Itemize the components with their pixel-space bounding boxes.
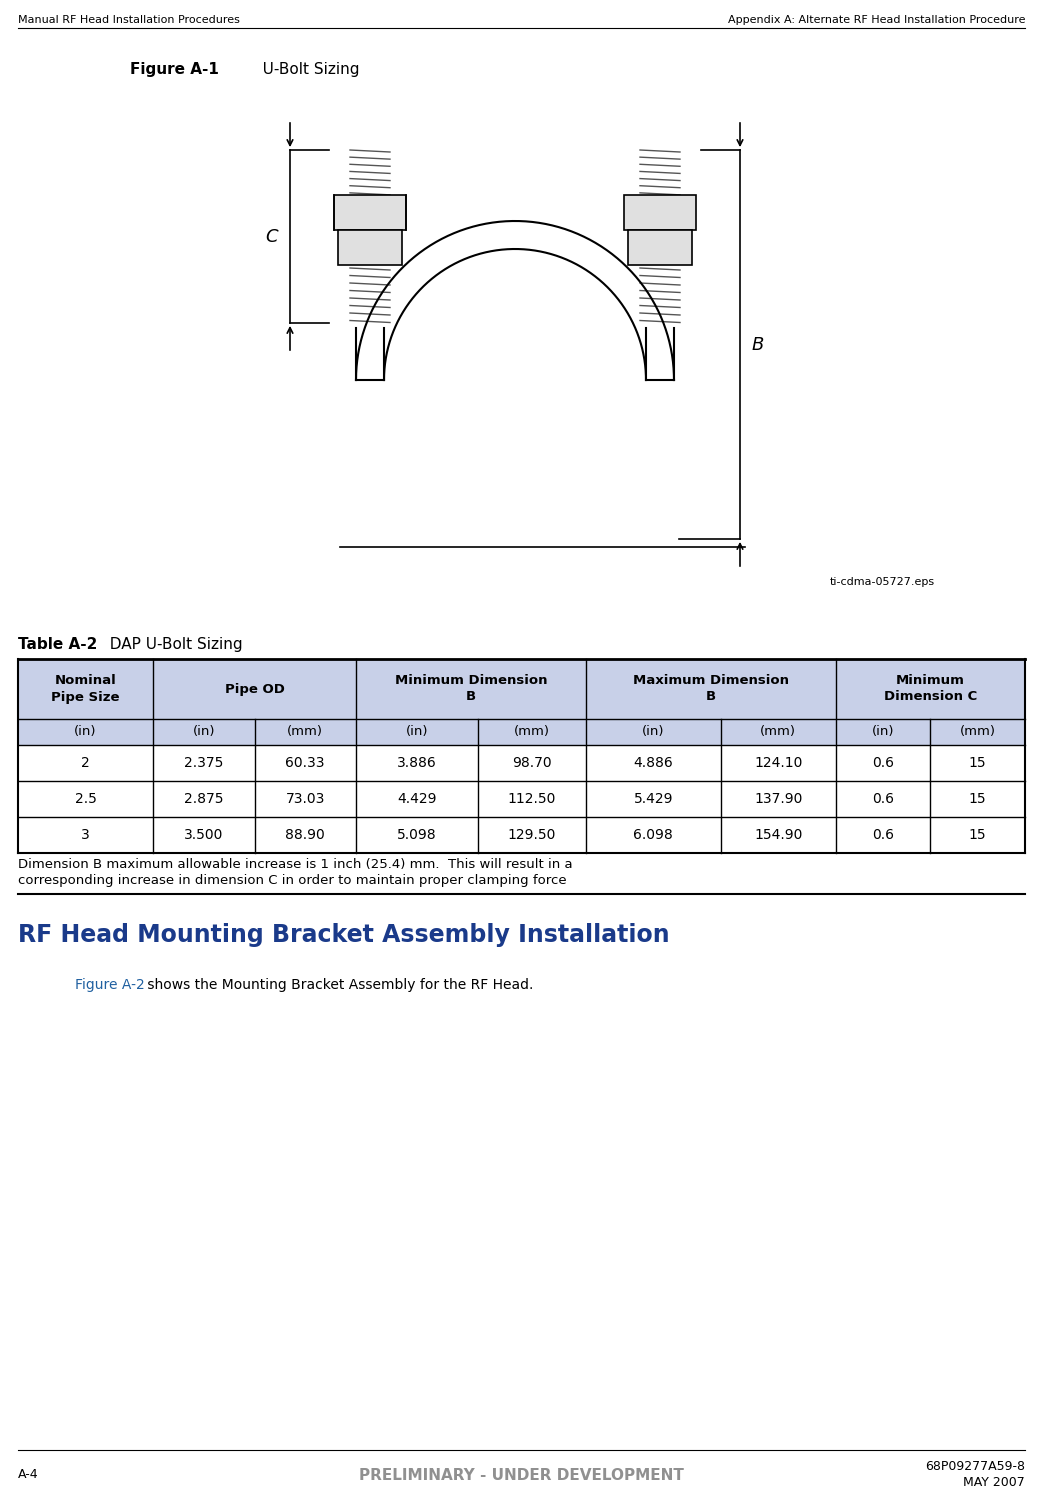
Bar	[18, 817, 153, 853]
Text: (in): (in)	[872, 726, 894, 738]
Text: RF Head Mounting Bracket Assembly Installation: RF Head Mounting Bracket Assembly Instal…	[18, 923, 670, 946]
Text: 73.03: 73.03	[286, 792, 325, 806]
Bar	[153, 745, 254, 781]
Text: Appendix A: Alternate RF Head Installation Procedure: Appendix A: Alternate RF Head Installati…	[728, 15, 1025, 25]
Text: MAY 2007: MAY 2007	[964, 1476, 1025, 1488]
Bar	[18, 745, 153, 781]
Text: shows the Mounting Bracket Assembly for the RF Head.: shows the Mounting Bracket Assembly for …	[143, 978, 533, 992]
Text: 6.098: 6.098	[633, 827, 673, 842]
Text: Maximum Dimension
B: Maximum Dimension B	[633, 674, 789, 704]
Text: B: B	[752, 335, 765, 354]
Bar	[721, 817, 835, 853]
Bar	[930, 781, 1025, 817]
Text: (in): (in)	[74, 726, 97, 738]
Text: 2.875: 2.875	[185, 792, 223, 806]
Text: 5.098: 5.098	[397, 827, 437, 842]
Bar	[338, 231, 402, 265]
Text: 2.375: 2.375	[185, 756, 223, 769]
Text: (mm): (mm)	[760, 726, 796, 738]
Bar	[624, 195, 696, 231]
Bar	[478, 781, 586, 817]
Text: 2.5: 2.5	[75, 792, 97, 806]
Text: DAP U-Bolt Sizing: DAP U-Bolt Sizing	[100, 637, 243, 652]
Text: Nominal
Pipe Size: Nominal Pipe Size	[51, 674, 120, 704]
Text: 124.10: 124.10	[754, 756, 802, 769]
Bar	[254, 745, 356, 781]
Text: Manual RF Head Installation Procedures: Manual RF Head Installation Procedures	[18, 15, 240, 25]
Text: 98.70: 98.70	[512, 756, 552, 769]
Bar	[930, 817, 1025, 853]
Text: 112.50: 112.50	[508, 792, 556, 806]
Text: (mm): (mm)	[287, 726, 323, 738]
Bar	[356, 781, 478, 817]
Bar	[835, 781, 930, 817]
Text: 5.429: 5.429	[633, 792, 673, 806]
Text: Table A-2: Table A-2	[18, 637, 97, 652]
Text: 154.90: 154.90	[754, 827, 802, 842]
Bar	[153, 781, 254, 817]
Bar	[18, 659, 1025, 745]
Text: Figure A-1: Figure A-1	[130, 62, 219, 77]
Text: 137.90: 137.90	[754, 792, 802, 806]
Bar	[586, 745, 721, 781]
Text: Dimension B maximum allowable increase is 1 inch (25.4) mm.  This will result in: Dimension B maximum allowable increase i…	[18, 859, 573, 870]
Text: (in): (in)	[642, 726, 664, 738]
Text: Figure A-2: Figure A-2	[75, 978, 145, 992]
Text: A-4: A-4	[18, 1469, 39, 1481]
Bar	[586, 781, 721, 817]
Text: 60.33: 60.33	[286, 756, 325, 769]
Text: 15: 15	[969, 756, 987, 769]
Text: C: C	[265, 228, 278, 246]
Text: (mm): (mm)	[513, 726, 550, 738]
Text: 4.886: 4.886	[633, 756, 673, 769]
Bar	[254, 781, 356, 817]
Bar	[835, 745, 930, 781]
Bar	[18, 781, 153, 817]
Text: Minimum
Dimension C: Minimum Dimension C	[883, 674, 977, 704]
Text: (mm): (mm)	[960, 726, 996, 738]
Text: 88.90: 88.90	[286, 827, 325, 842]
Bar	[478, 745, 586, 781]
Text: (in): (in)	[193, 726, 215, 738]
Bar	[835, 817, 930, 853]
Bar	[478, 817, 586, 853]
Text: 3.886: 3.886	[397, 756, 437, 769]
Text: (in): (in)	[406, 726, 428, 738]
Bar	[721, 745, 835, 781]
Text: Minimum Dimension
B: Minimum Dimension B	[394, 674, 548, 704]
Text: ti-cdma-05727.eps: ti-cdma-05727.eps	[830, 577, 936, 586]
Text: PRELIMINARY - UNDER DEVELOPMENT: PRELIMINARY - UNDER DEVELOPMENT	[359, 1469, 683, 1484]
Text: 129.50: 129.50	[508, 827, 556, 842]
Bar	[334, 195, 406, 231]
Text: 0.6: 0.6	[872, 827, 894, 842]
Text: 0.6: 0.6	[872, 792, 894, 806]
Text: 3: 3	[81, 827, 90, 842]
Bar	[153, 817, 254, 853]
Text: 4.429: 4.429	[397, 792, 436, 806]
Text: 68P09277A59-8: 68P09277A59-8	[925, 1460, 1025, 1473]
Bar	[930, 745, 1025, 781]
Text: Pipe OD: Pipe OD	[224, 683, 285, 695]
Text: U-Bolt Sizing: U-Bolt Sizing	[248, 62, 360, 77]
Text: 0.6: 0.6	[872, 756, 894, 769]
Bar	[356, 745, 478, 781]
Text: 3.500: 3.500	[185, 827, 223, 842]
Text: 15: 15	[969, 792, 987, 806]
Bar	[254, 817, 356, 853]
Text: 15: 15	[969, 827, 987, 842]
Bar	[586, 817, 721, 853]
Bar	[721, 781, 835, 817]
Bar	[628, 231, 692, 265]
Text: 2: 2	[81, 756, 90, 769]
Text: corresponding increase in dimension C in order to maintain proper clamping force: corresponding increase in dimension C in…	[18, 873, 566, 887]
Bar	[356, 817, 478, 853]
